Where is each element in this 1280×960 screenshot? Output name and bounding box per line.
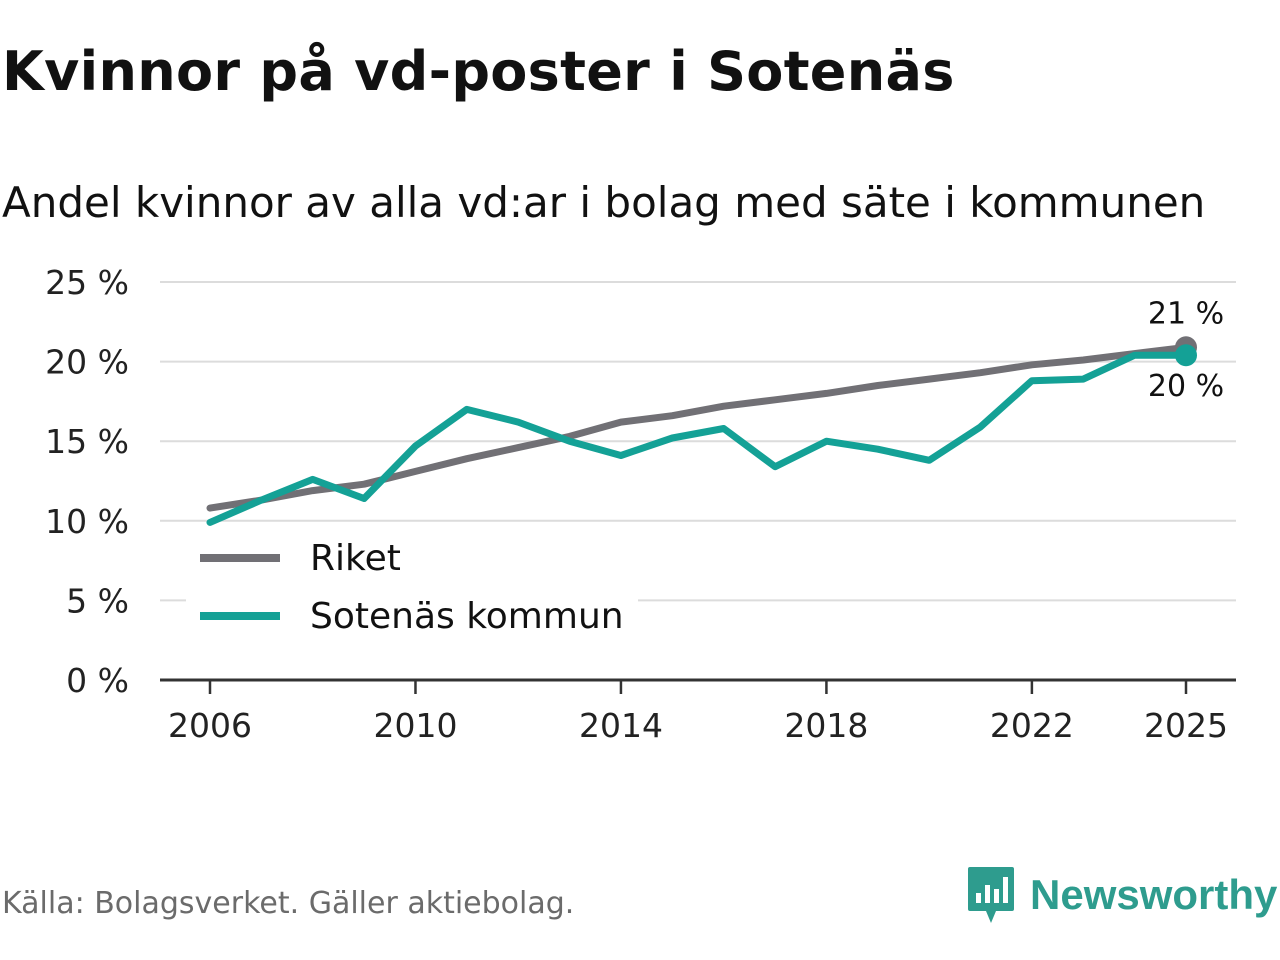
end-marker-sotenas — [1175, 344, 1197, 367]
end-labels: 21 % 20 % — [1145, 293, 1227, 407]
chart-title: Kvinnor på vd-poster i Sotenäs — [2, 40, 955, 103]
y-tick-label: 5 % — [66, 581, 129, 620]
x-tick-label: 2006 — [168, 706, 252, 745]
series-line-riket — [206, 343, 1190, 512]
y-tick-label: 10 % — [45, 502, 129, 541]
newsworthy-logo-icon — [968, 867, 1014, 923]
series-line-sotenas — [206, 351, 1190, 526]
y-tick-label: 15 % — [45, 422, 129, 461]
x-tick-label: 2025 — [1144, 706, 1228, 745]
series-lines — [206, 336, 1197, 526]
legend: Riket Sotenäs kommun — [186, 528, 638, 648]
chart-subtitle: Andel kvinnor av alla vd:ar i bolag med … — [2, 178, 1206, 227]
legend-background — [186, 528, 638, 648]
x-tick-label: 2010 — [373, 706, 457, 745]
x-tick-label: 2022 — [990, 706, 1074, 745]
brand-logo: Newsworthy — [966, 864, 1277, 926]
y-tick-label: 25 % — [45, 263, 129, 302]
x-tick-label: 2018 — [784, 706, 868, 745]
x-tick-label: 2014 — [579, 706, 663, 745]
axes: 0 % 5 % 10 % 15 % 20 % 25 % 2006 2010 2014 2018 20… — [45, 263, 1236, 745]
y-tick-label: 20 % — [45, 343, 129, 382]
source-note: Källa: Bolagsverket. Gäller aktiebolag. — [2, 886, 575, 921]
end-label-riket: 21 % — [1148, 296, 1224, 331]
end-label-sotenas: 20 % — [1148, 369, 1224, 404]
legend-label-sotenas: Sotenäs kommun — [310, 596, 624, 637]
y-tick-label: 0 % — [66, 661, 129, 700]
brand-name: Newsworthy — [1030, 871, 1278, 918]
legend-label-riket: Riket — [310, 538, 401, 579]
